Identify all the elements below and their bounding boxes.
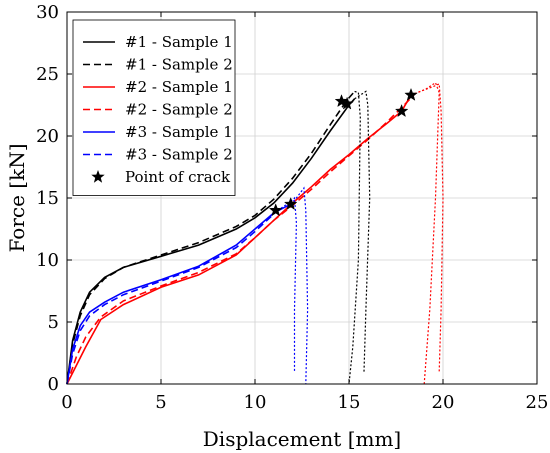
post-crack-series <box>277 81 444 385</box>
crack-point-marker <box>268 203 283 217</box>
crack-markers <box>268 87 418 217</box>
post-crack-line-1-sample-1 <box>354 90 371 372</box>
x-axis-title: Displacement [mm] <box>203 427 401 451</box>
legend-label: #1 - Sample 1 <box>125 33 233 51</box>
crack-point-marker <box>283 196 298 211</box>
y-tick-label: 0 <box>48 374 59 395</box>
series-line-2-sample-2 <box>66 93 416 385</box>
series-line-3-sample-2 <box>66 209 279 385</box>
x-tick-label: 20 <box>432 392 455 413</box>
y-tick-label: 10 <box>36 250 59 271</box>
y-tick-label: 15 <box>36 188 59 209</box>
crack-point-marker <box>340 96 354 110</box>
post-crack-line-1-sample-2 <box>348 90 361 385</box>
legend-star-icon <box>91 170 105 183</box>
legend-label: #2 - Sample 2 <box>125 101 233 119</box>
post-crack-line-3-sample-1 <box>290 186 309 385</box>
legend-box <box>72 19 236 196</box>
series-line-1-sample-1 <box>66 98 356 385</box>
crack-point-marker <box>404 87 418 101</box>
legend-label: #2 - Sample 1 <box>125 78 233 96</box>
legend: #1 - Sample 1 #1 - Sample 2 #2 - Sample 1 #… <box>72 19 236 196</box>
post-crack-line-3-sample-2 <box>277 196 298 372</box>
x-tick-label: 10 <box>244 392 267 413</box>
crack-point-marker <box>394 103 409 118</box>
data-series <box>66 90 416 385</box>
x-tick-label: 15 <box>338 392 361 413</box>
x-tick-label: 0 <box>61 392 72 413</box>
legend-label: #3 - Sample 2 <box>125 146 233 164</box>
x-tick-label: 25 <box>526 392 549 413</box>
series-line-1-sample-2 <box>66 90 356 385</box>
y-tick-label: 20 <box>36 126 59 147</box>
y-axis-title: Force [kN] <box>5 143 29 252</box>
post-crack-line-2-sample-2 <box>414 81 440 385</box>
series-line-2-sample-1 <box>66 94 412 385</box>
axis-ticks: 0 5 10 15 20 25 0 5 10 15 20 25 30 <box>36 2 548 413</box>
y-tick-label: 25 <box>36 64 59 85</box>
x-tick-label: 5 <box>155 392 166 413</box>
legend-label: #1 - Sample 2 <box>125 56 233 74</box>
y-tick-label: 5 <box>48 312 59 333</box>
legend-label: Point of crack <box>125 168 231 186</box>
series-line-3-sample-1 <box>66 203 292 385</box>
y-tick-label: 30 <box>36 2 59 23</box>
legend-label: #3 - Sample 1 <box>125 123 233 141</box>
